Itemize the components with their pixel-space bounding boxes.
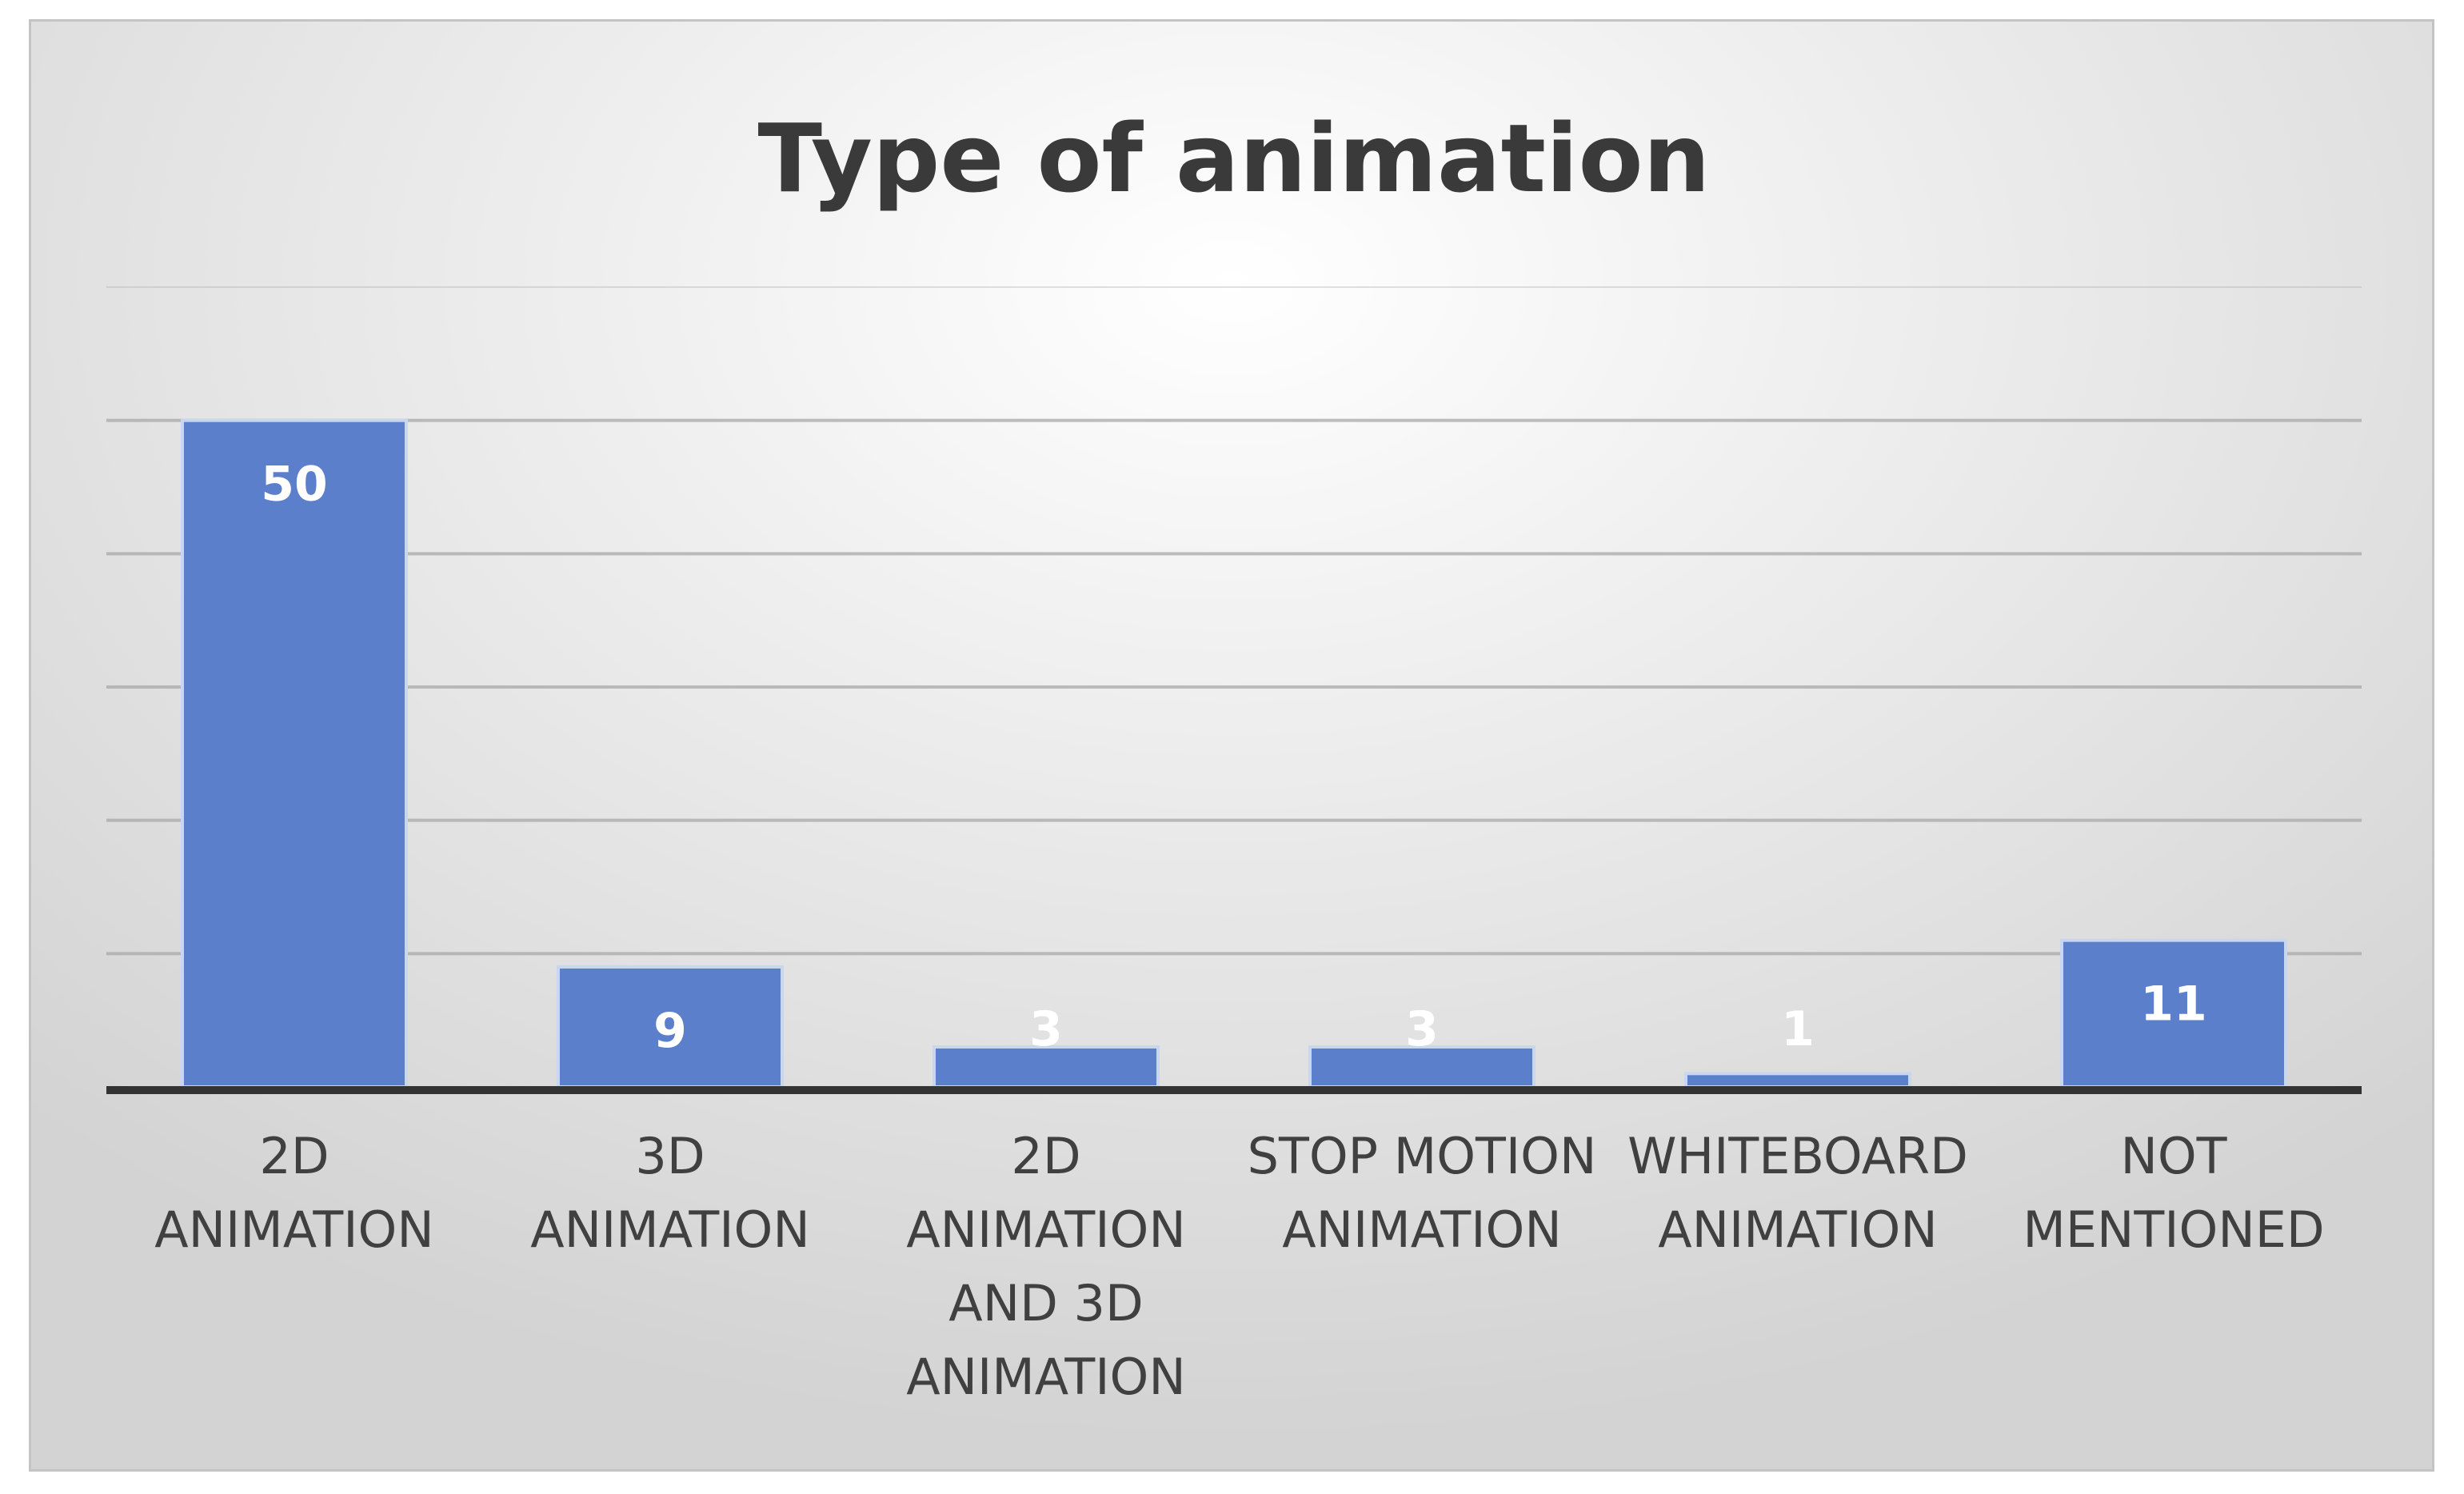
- category-label: STOP MOTION ANIMATION: [1248, 1127, 1597, 1259]
- data-label: 50: [261, 457, 328, 513]
- bar: [932, 1045, 1160, 1089]
- category-label-line: ANIMATION: [154, 1200, 434, 1259]
- category-label-line: ANIMATION: [1282, 1200, 1562, 1259]
- data-label: 11: [2140, 977, 2207, 1033]
- category-label-line: MENTIONED: [2023, 1200, 2324, 1259]
- bars: [181, 418, 2287, 1089]
- category-label-line: ANIMATION: [530, 1200, 810, 1259]
- category-label-line: ANIMATION: [906, 1200, 1186, 1259]
- category-label-line: AND 3D: [948, 1274, 1143, 1332]
- gridlines: [106, 286, 2362, 956]
- category-labels: 2D ANIMATION 3D ANIMATION 2D ANIMATION AND 3D A…: [154, 1127, 2324, 1406]
- bar: [181, 418, 408, 1089]
- category-label: 2D ANIMATION: [154, 1127, 434, 1259]
- data-label: 3: [1029, 1001, 1063, 1057]
- bar: [1684, 1072, 1911, 1089]
- category-label: WHITEBOARD ANIMATION: [1627, 1127, 1968, 1259]
- data-labels: 509 3 3 1 11: [261, 457, 2207, 1059]
- category-label-line: WHITEBOARD: [1627, 1127, 1968, 1185]
- category-label-line: 2D: [259, 1127, 329, 1185]
- category-label-line: ANIMATION: [906, 1348, 1186, 1406]
- category-label-line: STOP MOTION: [1248, 1127, 1597, 1185]
- chart-frame: Type of animation 50 9 3 3 1 11 2D ANIMATION 3D…: [29, 19, 2434, 1472]
- data-label: 3: [1405, 1001, 1439, 1057]
- bar: [1308, 1045, 1536, 1089]
- category-label-line: ANIMATION: [1658, 1200, 1938, 1259]
- category-label-line: 2D: [1011, 1127, 1080, 1185]
- category-label: 2D ANIMATION AND 3D ANIMATION: [906, 1127, 1186, 1406]
- bar-chart: Type of animation 509 3 3 1 11 2D ANIMATION3D…: [106, 103, 2362, 1406]
- category-label: 3D ANIMATION: [530, 1127, 810, 1259]
- chart-title: Type of animation: [757, 103, 1710, 214]
- bar: [2060, 938, 2287, 1089]
- category-label-line: 3D: [635, 1127, 705, 1185]
- category-label-line: NOT: [2120, 1127, 2227, 1185]
- category-label: NOT MENTIONED: [2023, 1127, 2324, 1259]
- data-label: 9: [653, 1003, 687, 1059]
- data-label: 1: [1781, 1001, 1815, 1057]
